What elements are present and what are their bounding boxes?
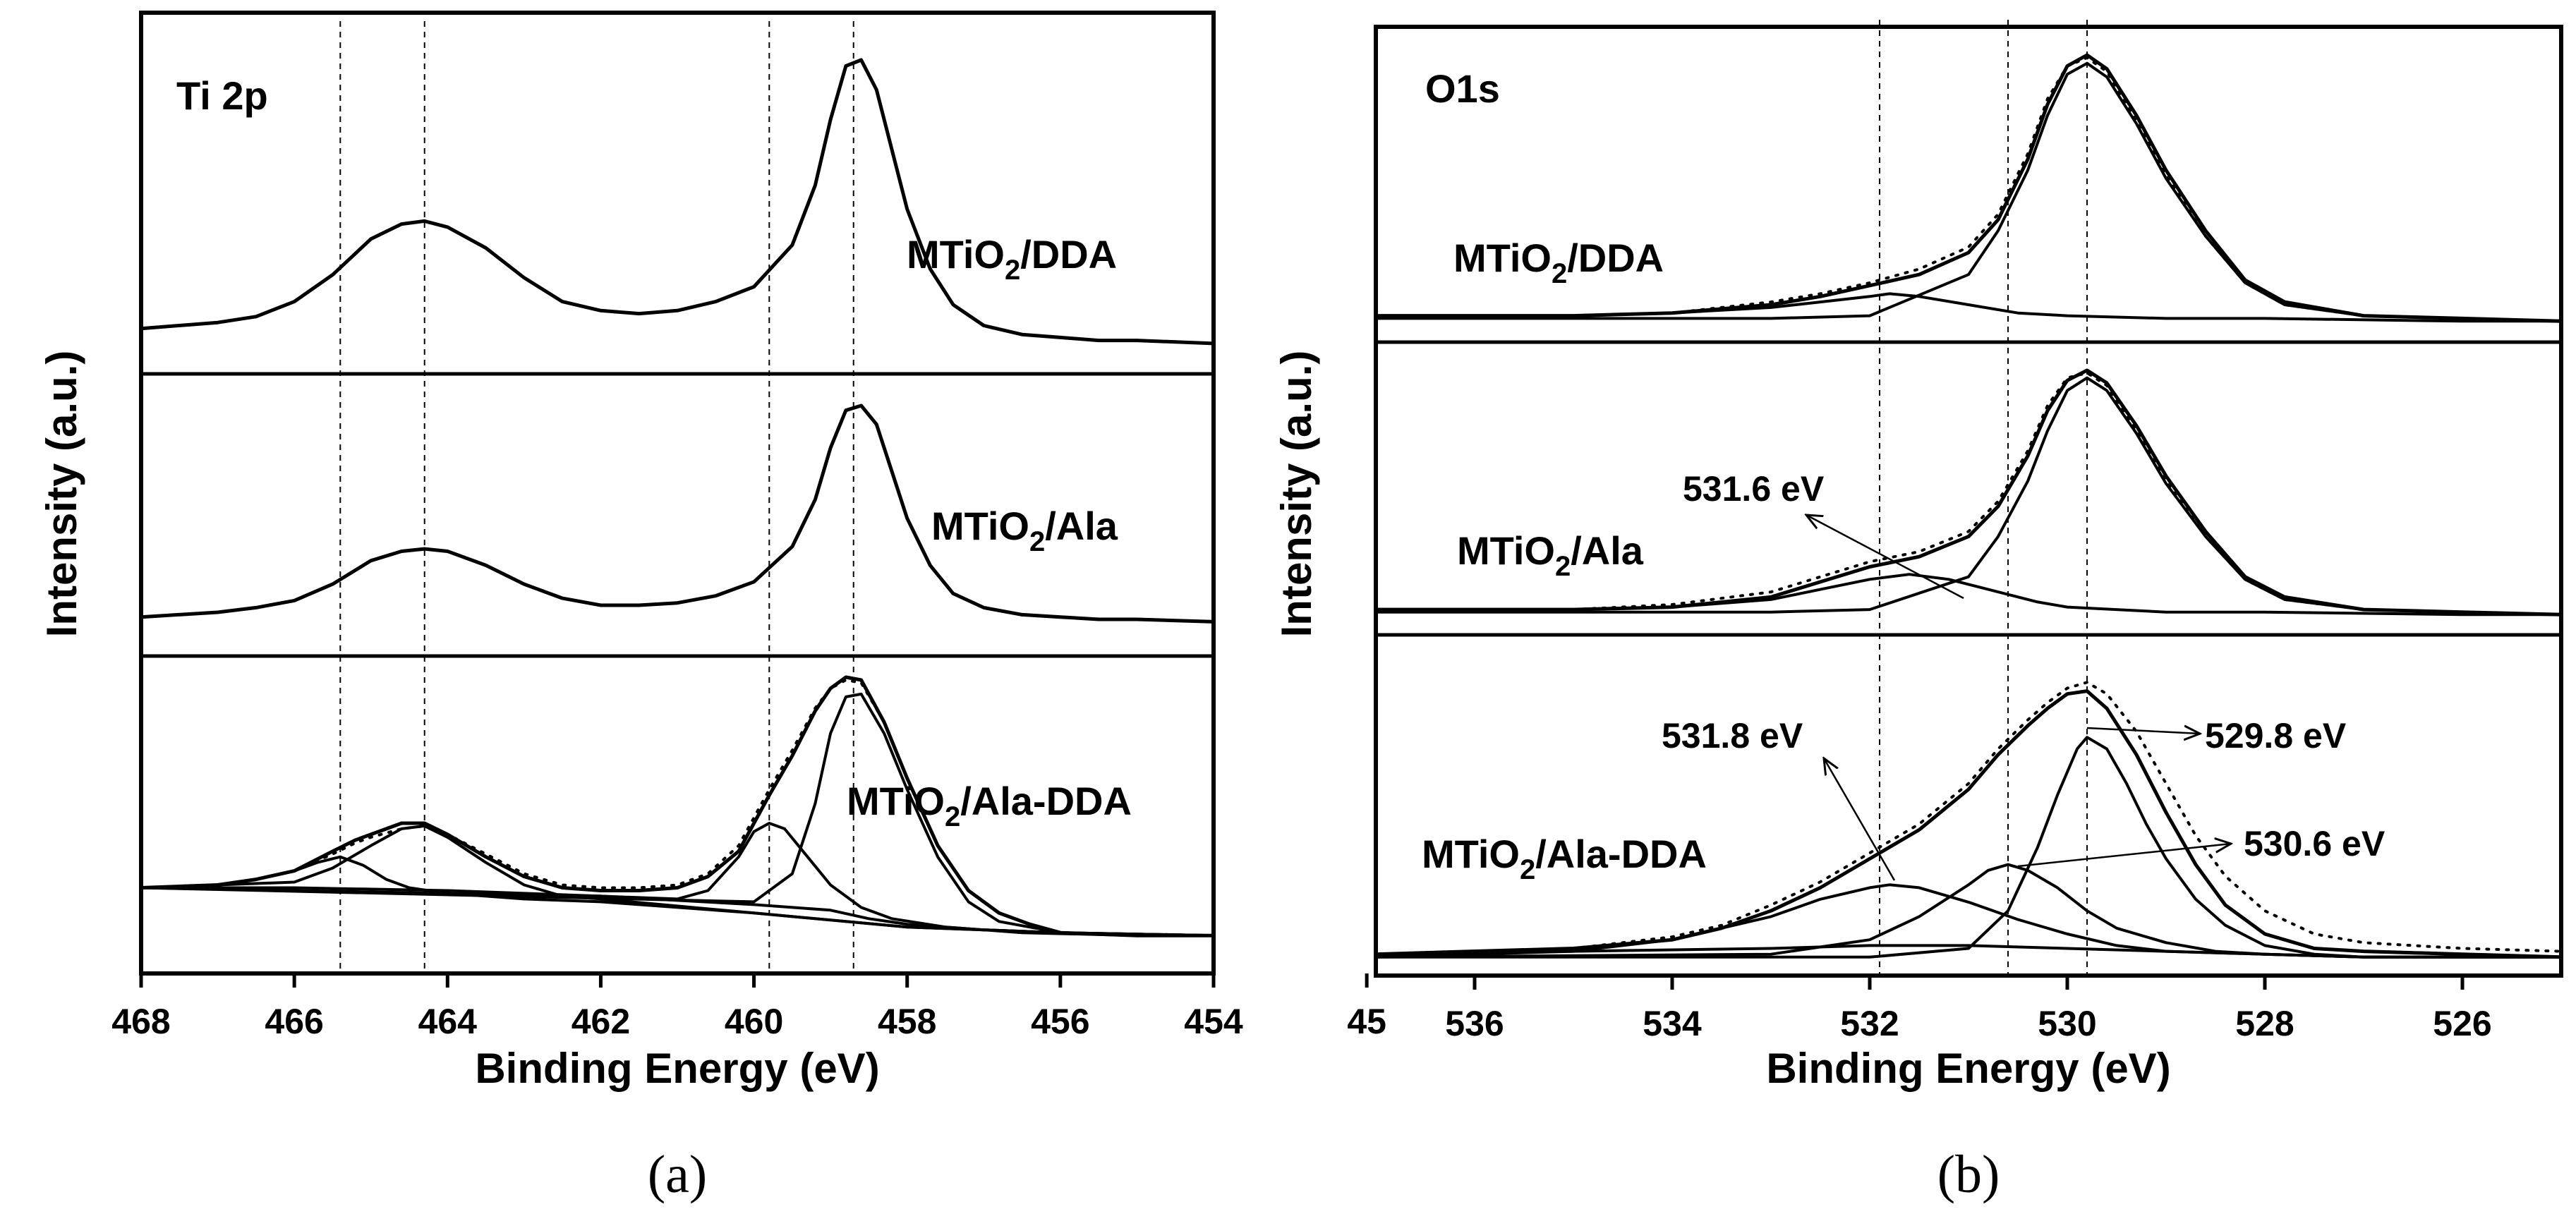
x-tick-label: 462 [572,1002,630,1041]
panel-a-sample-label-1: MTiO2/DDA [907,232,1117,286]
x-tick-label: 454 [1184,1002,1243,1041]
x-tick-label: 528 [2235,1004,2294,1043]
panel-a-curves [140,58,1215,937]
x-tick-label: 458 [878,1002,936,1041]
series-line-2-4 [1376,573,2561,617]
series-line-3-5 [1376,736,2561,959]
series-line-3-1 [1375,689,2562,959]
series-line-1-1 [1376,53,2562,323]
x-tick-label: 460 [725,1002,783,1041]
annotation-529-8: 529.8 eV [2205,716,2347,755]
panel-b-x-axis-title: Binding Energy (eV) [1766,1045,2170,1092]
x-tick-label: 534 [1643,1004,1702,1043]
series-line-3-4 [140,824,1214,937]
panel-a-sample-label-2: MTiO2/Ala [931,504,1118,557]
x-tick-label: 466 [265,1002,323,1041]
series-line-2-2 [1374,371,2563,617]
x-tick-label: 45 [1347,1002,1386,1041]
panel-a-ti2p: 468 466 464 462 460 458 456 454 45 Ti 2p MTiO2/D… [38,11,1386,1204]
panel-a-caption: (a) [648,1145,707,1204]
series-line-1-4 [1376,292,2561,323]
series-line-3-6 [1375,944,2561,959]
panel-b-sample-label-3: MTiO2/Ala-DDA [1422,832,1707,885]
panel-a-reference-lines [339,21,854,973]
series-line-3-6 [140,692,1214,937]
panel-b-element-label: O1s [1425,66,1500,111]
x-tick-label: 464 [418,1002,478,1041]
panel-b-x-ticks: 536 534 532 530 528 526 [1445,976,2492,1043]
series-line-1-2 [1374,56,2563,323]
annotation-530-6: 530.6 eV [2244,824,2385,863]
panel-b-curves [1374,53,2563,959]
panel-a-x-axis-title: Binding Energy (eV) [475,1045,879,1092]
panel-b-reference-lines [1879,20,2088,976]
series-line-3-2 [1374,681,2563,956]
series-line-2-1 [140,403,1214,624]
panel-b-annotation-arrows [1806,515,2231,881]
panel-b-y-axis-title: Intensity (a.u.) [1273,351,1320,638]
series-line-2-3 [1376,376,2562,617]
series-line-2-1 [1376,368,2562,617]
panel-a-frame [139,11,1216,976]
annotation-531-6: 531.6 eV [1683,469,1825,509]
panel-b-caption: (b) [1937,1145,2000,1204]
arrow-531-8 [1824,758,1896,881]
panel-b-sample-label-1: MTiO2/DDA [1453,236,1664,289]
series-line-3-3 [140,855,1214,937]
arrow-529-8 [2086,728,2200,734]
x-tick-label: 468 [111,1002,170,1041]
series-line-3-2 [140,679,1215,937]
x-tick-label: 526 [2433,1004,2491,1043]
panel-a-element-label: Ti 2p [176,73,268,118]
arrow-530-6 [2017,844,2231,868]
arrow-531-6 [1806,515,1964,600]
panel-a-y-axis-title: Intensity (a.u.) [38,351,85,638]
panel-b-sample-label-2: MTiO2/Ala [1457,528,1644,582]
x-tick-label: 536 [1445,1004,1504,1043]
series-line-3-4 [1375,863,2561,959]
series-line-1-1 [140,58,1214,346]
x-tick-label: 532 [1840,1004,1899,1043]
series-line-1-3 [1376,61,2562,323]
panel-a-x-ticks: 468 466 464 462 460 458 456 454 45 [111,973,1386,1041]
panel-b-o1s: 536 534 532 530 528 526 O1s MTiO2/DDA MTiO2/A… [1273,20,2563,1204]
x-tick-label: 456 [1031,1002,1089,1041]
series-line-3-7 [141,886,1214,937]
annotation-531-8: 531.8 eV [1662,716,1803,755]
panel-b-frame [1374,25,2563,978]
x-tick-label: 530 [2038,1004,2096,1043]
panel-a-sample-label-3: MTiO2/Ala-DDA [847,779,1132,832]
